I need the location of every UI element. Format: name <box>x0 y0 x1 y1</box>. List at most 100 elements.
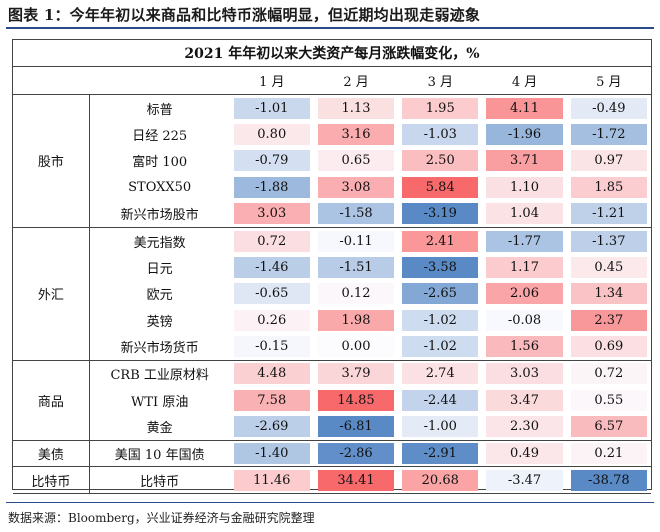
value-text: -1.46 <box>233 256 310 278</box>
value-text: 6.57 <box>570 416 647 438</box>
value-text: -1.21 <box>570 203 647 225</box>
group-label: 比特币 <box>13 466 90 494</box>
asset-label: STOXX50 <box>128 180 192 196</box>
header-group-blank <box>13 66 90 95</box>
value-cell: -0.79 <box>230 148 314 175</box>
value-text: -2.65 <box>402 283 479 305</box>
value-text: 2.41 <box>402 230 479 252</box>
value-text: -3.58 <box>402 256 479 278</box>
value-text: -2.91 <box>402 443 479 465</box>
value-cell: 6.57 <box>566 413 651 441</box>
value-cell: 2.41 <box>398 227 482 254</box>
table-row: 外汇 美元指数 0.72 -0.11 2.41 -1.77 -1.37 <box>13 227 651 361</box>
asset-label: 欧元 <box>146 288 173 304</box>
value-text: 3.03 <box>486 363 563 385</box>
month-header: 2 月 <box>313 66 399 95</box>
asset-label: 日元 <box>146 261 173 277</box>
value-cell: -1.46 <box>230 254 314 281</box>
value-cell: -2.91 <box>398 440 483 468</box>
value-text: 0.72 <box>570 363 647 385</box>
value-cell: 2.50 <box>398 148 482 175</box>
value-cell: -1.21 <box>566 200 651 228</box>
value-text: -1.51 <box>317 256 395 278</box>
value-text: -0.08 <box>486 310 563 332</box>
value-cell: -2.44 <box>398 387 482 414</box>
month-header: 3 月 <box>398 66 483 95</box>
value-cell: -0.15 <box>229 333 314 361</box>
value-cell: -1.72 <box>567 121 651 148</box>
value-cell: 3.71 <box>482 148 566 175</box>
value-text: 3.79 <box>317 363 395 385</box>
value-cell: -3.58 <box>398 254 482 281</box>
value-cell: 11.46 <box>229 466 314 494</box>
value-text: 4.11 <box>486 97 563 119</box>
value-cell: 0.72 <box>230 227 314 254</box>
asset-label: 富时 100 <box>132 155 188 171</box>
asset-label: 标普 <box>146 102 173 118</box>
value-cell: -1.02 <box>398 307 482 334</box>
asset-label: CRB 工业原材料 <box>110 368 209 384</box>
value-cell: 1.04 <box>482 200 567 228</box>
value-text: -1.37 <box>570 230 647 252</box>
month-header: 5 月 <box>566 66 651 95</box>
table-row: 日元 -1.46 -1.51 -3.58 1.17 0.45 <box>13 254 651 281</box>
value-text: 4.48 <box>233 363 310 385</box>
header-item-blank <box>89 66 230 95</box>
value-cell: -1.88 <box>230 174 314 201</box>
value-cell: -3.19 <box>398 200 483 228</box>
value-text: 20.68 <box>402 469 479 491</box>
value-cell: 1.85 <box>567 174 651 201</box>
value-cell: 0.69 <box>566 333 651 361</box>
value-cell: 0.49 <box>482 440 567 468</box>
value-text: 34.41 <box>317 469 395 491</box>
value-text: -0.15 <box>233 336 310 358</box>
value-cell: 5.84 <box>398 174 482 201</box>
value-cell: 0.55 <box>567 387 651 414</box>
value-text: 0.72 <box>233 230 310 252</box>
value-text: 1.10 <box>486 177 563 199</box>
group-label: 商品 <box>13 360 90 441</box>
table-caption: 2021 年年初以来大类资产每月涨跌幅变化，% <box>13 40 651 67</box>
value-text: -1.02 <box>402 336 479 358</box>
value-cell: -1.96 <box>482 121 566 148</box>
value-text: 1.85 <box>570 177 647 199</box>
value-text: -1.77 <box>486 230 563 252</box>
value-cell: -1.03 <box>398 121 482 148</box>
value-cell: -1.37 <box>567 227 651 254</box>
group-label: 外汇 <box>13 227 90 361</box>
table-row: 商品 CRB 工业原材料 4.48 3.79 2.74 3.03 0.72 <box>13 360 651 441</box>
asset-label: 美国 10 年国债 <box>89 440 230 468</box>
table-row: 英镑 0.26 1.98 -1.02 -0.08 2.37 <box>13 307 651 334</box>
value-cell: 1.10 <box>482 174 566 201</box>
value-cell: -1.51 <box>314 254 398 281</box>
value-cell: 1.13 <box>314 95 398 122</box>
table-row: 欧元 -0.65 0.12 -2.65 2.06 1.34 <box>13 281 651 308</box>
value-text: 1.04 <box>486 203 563 225</box>
asset-label: 比特币 <box>89 466 230 494</box>
value-cell: -2.86 <box>313 440 399 468</box>
value-text: -1.72 <box>570 123 647 145</box>
asset-label: 新兴市场股市 <box>89 200 230 228</box>
table-row: 新兴市场股市 3.03 -1.58 -3.19 1.04 -1.21 <box>13 200 651 228</box>
value-text: 0.49 <box>486 443 563 465</box>
value-cell: 0.97 <box>567 148 651 175</box>
value-cell: 1.56 <box>482 333 567 361</box>
value-text: -2.44 <box>402 389 479 411</box>
value-text: 2.37 <box>570 310 647 332</box>
value-cell: 1.34 <box>567 281 651 308</box>
value-cell: 2.06 <box>482 281 566 308</box>
value-text: -1.01 <box>233 97 310 119</box>
value-cell: -0.08 <box>482 307 566 334</box>
value-text: 1.34 <box>570 283 647 305</box>
value-text: 0.80 <box>233 123 310 145</box>
value-text: 1.56 <box>486 336 563 358</box>
table-row: 美债 美国 10 年国债 -1.40 -2.86 -2.91 0.49 0.21 <box>13 440 651 468</box>
value-text: -2.69 <box>233 416 310 438</box>
value-text: 0.26 <box>233 310 310 332</box>
value-text: -0.79 <box>233 150 310 172</box>
value-text: -2.86 <box>317 443 395 465</box>
value-cell: -1.01 <box>230 95 314 122</box>
value-text: -0.11 <box>317 230 395 252</box>
